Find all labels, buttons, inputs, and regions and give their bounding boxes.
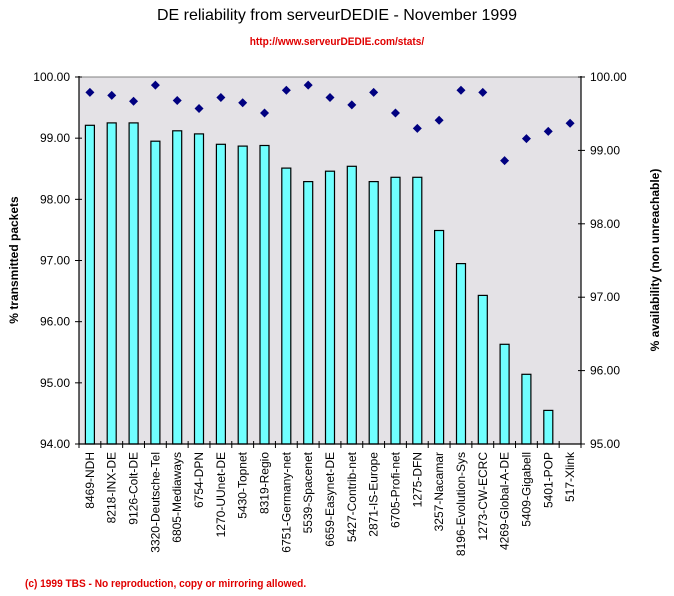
right-tick-label: 95.00 (590, 437, 620, 451)
copyright-notice: (c) 1999 TBS - No reproduction, copy or … (25, 578, 307, 590)
category-label: 5427-Contrib-net (345, 451, 359, 542)
category-label: 2871-IS-Europe (367, 452, 381, 537)
category-label: 4269-Global-A-DE (498, 452, 512, 550)
diamond-marker (281, 85, 291, 95)
category-label: 1273-CW-ECRC (476, 452, 490, 541)
left-tick-label: 94.00 (40, 437, 70, 451)
bar (455, 263, 467, 445)
diamond-marker (347, 100, 357, 110)
diamond-marker (456, 85, 466, 95)
bar (499, 343, 510, 445)
diamond-marker (390, 108, 400, 118)
category-label: 5539-Spacenet (301, 451, 315, 533)
diamond-marker (478, 87, 488, 97)
category-labels: 8469-NDH 8218-INX-DE 9126-Colt-DE 3320-Deut… (83, 451, 577, 556)
diamond-marker (129, 96, 139, 106)
category-label: 8469-NDH (83, 452, 97, 509)
category-label: 6754-DPN (192, 452, 206, 508)
category-label: 3320-Deutsche-Tel (148, 452, 162, 553)
diamond-marker (107, 90, 117, 100)
category-label: 1270-UUnet-DE (214, 452, 228, 537)
category-label: 6751-Germany-net (279, 451, 293, 552)
diamond-marker (434, 115, 444, 125)
bar (237, 145, 248, 445)
bar (193, 133, 205, 445)
diamond-marker (216, 93, 226, 103)
category-label: 6659-Easynet-DE (323, 452, 337, 547)
category-label: 6805-Mediaways (170, 452, 184, 543)
bar (128, 122, 139, 445)
bar (543, 409, 554, 445)
category-label: 5401-POP (541, 452, 555, 508)
right-tick-label: 98.00 (590, 217, 620, 231)
right-tick-label: 96.00 (590, 364, 620, 378)
chart-subtitle-link[interactable]: http://www.serveurDEDIE.com/stats/ (249, 36, 425, 48)
bar (324, 170, 336, 445)
diamond-marker (521, 134, 531, 144)
left-axis-ticks: 94.00 95.00 96.00 97.00 98.00 99.00 100.00 (33, 70, 82, 451)
diamond-marker (150, 80, 160, 90)
left-tick-label: 100.00 (33, 70, 70, 84)
bar (368, 181, 379, 445)
bar (434, 229, 445, 445)
right-axis-title: % availability (non unreachable) (648, 169, 662, 352)
bar (521, 373, 532, 445)
diamond-marker (543, 126, 553, 136)
bar (84, 124, 96, 445)
bar (346, 165, 357, 445)
left-tick-label: 99.00 (40, 131, 70, 145)
bar (281, 167, 292, 445)
left-tick-label: 98.00 (40, 192, 70, 206)
diamond-marker (172, 95, 182, 105)
category-label: 8319-Regio (258, 452, 272, 514)
bar (150, 140, 161, 445)
left-tick-label: 97.00 (40, 254, 70, 268)
category-label: 1275-DFN (410, 452, 424, 507)
right-tick-label: 100.00 (590, 70, 627, 84)
diamond-marker (303, 80, 313, 90)
right-axis-ticks: 95.00 96.00 97.00 98.00 99.00 100.00 (578, 70, 627, 451)
right-tick-label: 99.00 (590, 143, 620, 157)
right-tick-label: 97.00 (590, 290, 620, 304)
category-label: 9126-Colt-DE (127, 452, 141, 525)
marker-series (85, 80, 575, 166)
diamond-marker (260, 108, 270, 118)
bar (390, 176, 401, 445)
bar (412, 176, 423, 445)
bar (259, 144, 270, 445)
category-label: 3257-Nacamar (432, 452, 446, 531)
diamond-marker (238, 98, 248, 108)
diamond-marker (194, 104, 204, 114)
diamond-marker (412, 123, 422, 133)
diamond-marker (85, 87, 95, 97)
bar (172, 130, 183, 445)
diamond-marker (500, 156, 510, 166)
chart-title: DE reliability from serveurDEDIE - Novem… (156, 7, 518, 24)
bar (215, 143, 226, 445)
left-tick-label: 96.00 (40, 315, 70, 329)
diamond-marker (325, 93, 335, 103)
category-label: 517-Xlink (563, 451, 577, 502)
left-tick-label: 95.00 (40, 376, 70, 390)
diamond-marker (369, 87, 379, 97)
left-axis-title: % transmitted packets (7, 196, 21, 324)
category-label: 5430-Topnet (236, 451, 250, 518)
diamond-marker (565, 118, 575, 128)
category-label: 5409-Gigabell (519, 452, 533, 527)
bar (303, 181, 314, 445)
bar (477, 294, 488, 445)
bar (106, 122, 117, 445)
category-label: 6705-Profi-net (389, 451, 403, 528)
category-label: 8218-INX-DE (105, 452, 119, 523)
category-label: 8196-Evolution-Sys (454, 452, 468, 556)
